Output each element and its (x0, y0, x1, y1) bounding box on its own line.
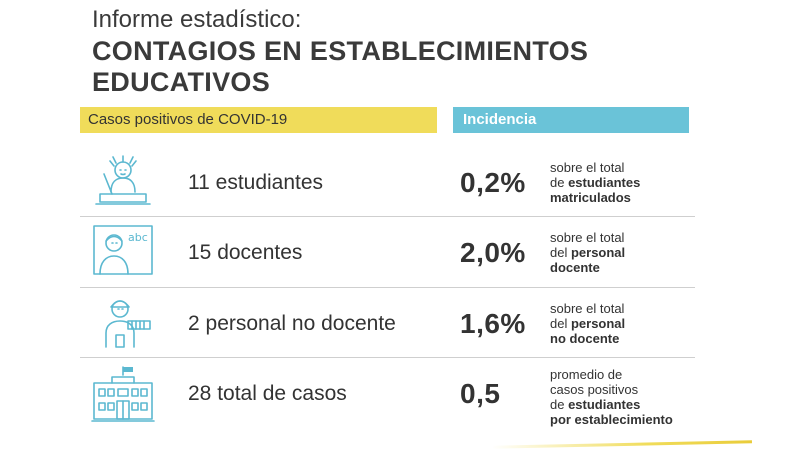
worker-icon (92, 295, 154, 353)
header-cases: Casos positivos de COVID-19 (80, 107, 437, 133)
row-teachers: abc 15 docentes 2,0% sobre el total del … (80, 218, 695, 288)
avg-total: 0,5 (460, 378, 501, 409)
row-divider (80, 216, 695, 217)
count-students: 11 estudiantes (188, 171, 324, 194)
desc-total: promedio de casos positivos de estudiant… (550, 367, 673, 427)
school-building-icon (91, 365, 155, 423)
page-title: CONTAGIOS EN ESTABLECIMIENTOS EDUCATIVOS (92, 36, 589, 97)
row-divider (80, 357, 695, 358)
row-divider (80, 287, 695, 288)
pct-students: 0,2% (460, 167, 526, 198)
desc-teachers: sobre el total del personal docente (550, 230, 626, 275)
header-incidence: Incidencia (453, 107, 689, 133)
count-staff: 2 personal no docente (188, 312, 396, 335)
row-staff: 2 personal no docente 1,6% sobre el tota… (80, 289, 695, 359)
teacher-icon: abc (92, 224, 154, 282)
student-icon (92, 154, 154, 212)
row-students: 11 estudiantes 0,2% sobre el total de es… (80, 148, 695, 218)
desc-students: sobre el total de estudiantes matriculad… (550, 160, 641, 205)
row-total: 28 total de casos 0,5 promedio de casos … (80, 359, 695, 429)
pct-staff: 1,6% (460, 308, 526, 339)
footer-accent-line (491, 440, 753, 449)
desc-staff: sobre el total del personal no docente (550, 301, 626, 346)
pct-teachers: 2,0% (460, 237, 526, 268)
count-total: 28 total de casos (188, 382, 347, 405)
board-text: abc (128, 231, 148, 244)
report-kicker: Informe estadístico: (92, 6, 302, 33)
count-teachers: 15 docentes (188, 241, 303, 264)
